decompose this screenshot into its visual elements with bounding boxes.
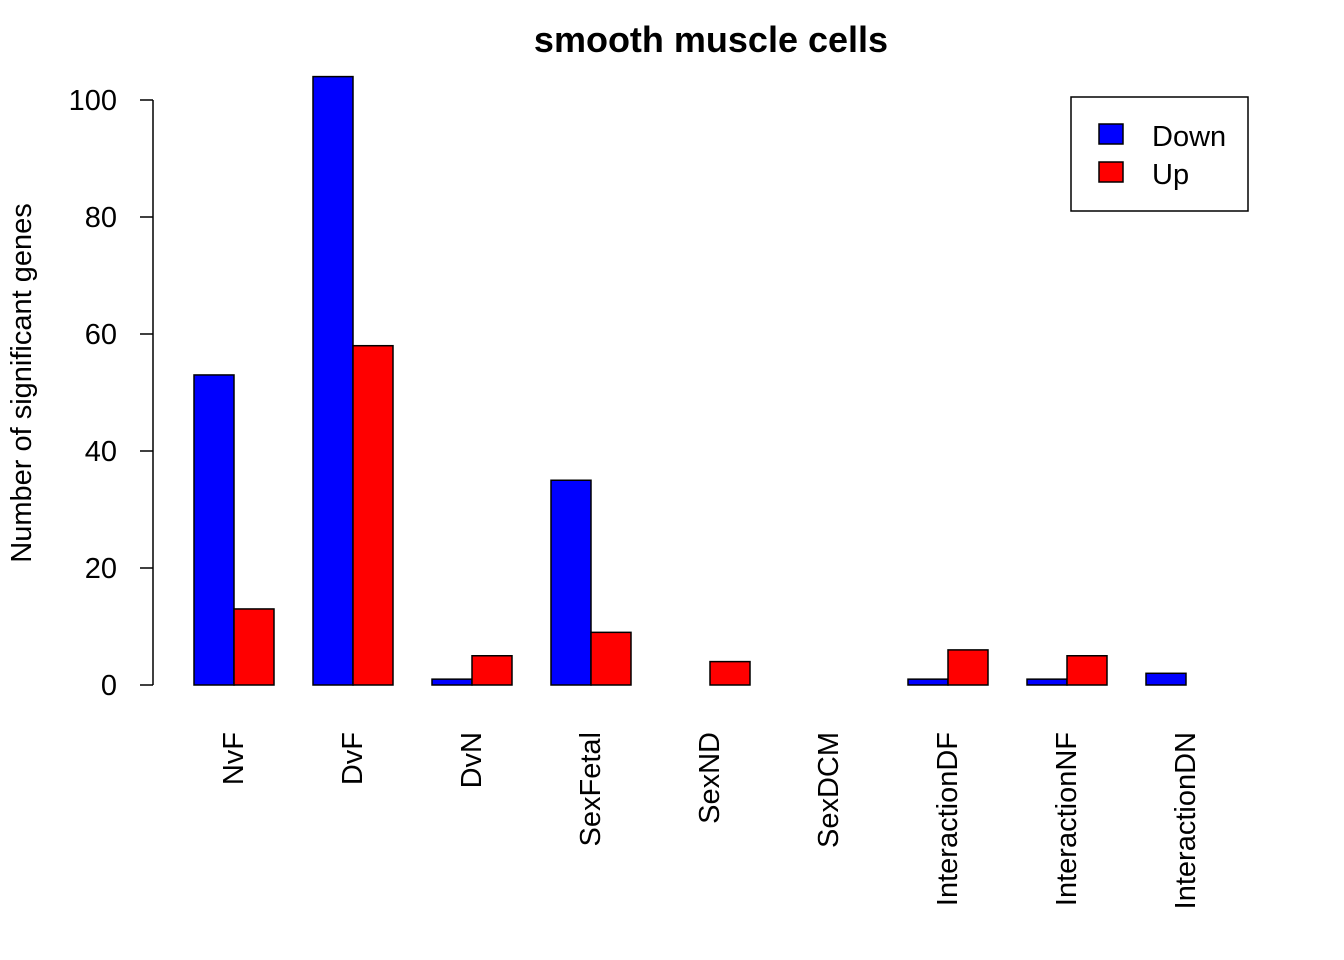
x-tick-label: SexFetal xyxy=(575,732,607,846)
x-tick-label: InteractionNF xyxy=(1051,732,1083,906)
legend-label-up: Up xyxy=(1152,159,1189,191)
legend-box xyxy=(1070,96,1249,212)
bar-down-nvf xyxy=(193,374,235,686)
x-tick-label: DvN xyxy=(456,732,488,788)
y-tick-label: 40 xyxy=(85,436,117,468)
x-tick-label: InteractionDF xyxy=(932,732,964,906)
bar-up-dvf xyxy=(352,344,394,686)
bar-up-sexnd xyxy=(709,660,751,686)
legend-swatch-down xyxy=(1098,123,1124,145)
y-tick-label: 0 xyxy=(101,670,117,702)
legend: Down Up xyxy=(1070,96,1249,212)
y-axis: 0 20 40 60 80 100 xyxy=(69,85,154,702)
x-tick-label: DvF xyxy=(337,732,369,785)
bar-up-sexfetal xyxy=(590,631,632,686)
bar-down-interactiondf xyxy=(907,678,949,686)
y-tick-label: 60 xyxy=(85,319,117,351)
bar-down-sexfetal xyxy=(550,479,592,686)
y-tick-label: 80 xyxy=(85,202,117,234)
bar-down-dvf xyxy=(312,75,354,686)
chart-title: smooth muscle cells xyxy=(534,19,888,60)
bar-up-dvn xyxy=(471,655,513,686)
bar-down-interactiondn xyxy=(1145,672,1187,686)
bar-down-dvn xyxy=(431,678,473,686)
bar-up-nvf xyxy=(233,608,275,686)
y-tick-label: 100 xyxy=(69,85,117,117)
y-axis-label: Number of significant genes xyxy=(6,203,38,562)
bar-down-interactionnf xyxy=(1026,678,1068,686)
legend-swatch-up xyxy=(1098,161,1124,183)
y-tick-label: 20 xyxy=(85,553,117,585)
x-axis-labels: NvF DvF DvN SexFetal SexND SexDCM InteractionD… xyxy=(218,732,1202,909)
bar-up-interactionnf xyxy=(1066,655,1108,686)
x-tick-label: InteractionDN xyxy=(1170,732,1202,909)
x-tick-label: SexDCM xyxy=(813,732,845,848)
bars xyxy=(193,75,1187,686)
bar-up-interactiondf xyxy=(947,649,989,686)
x-tick-label: SexND xyxy=(694,732,726,824)
x-tick-label: NvF xyxy=(218,732,250,785)
legend-label-down: Down xyxy=(1152,121,1226,153)
